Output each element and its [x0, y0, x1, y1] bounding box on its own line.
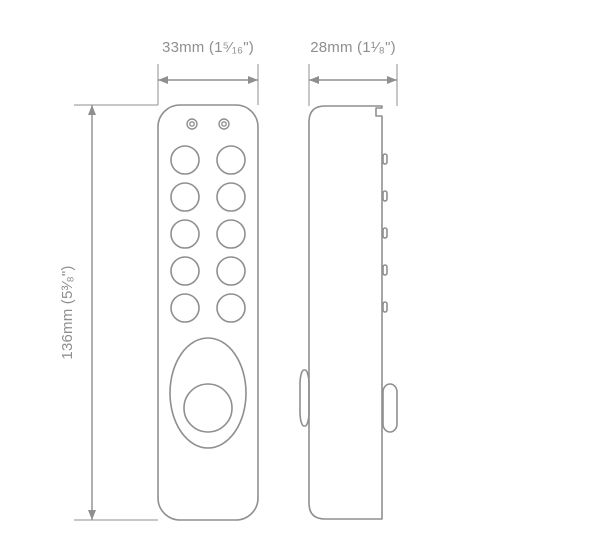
keypad-button-side — [383, 154, 387, 164]
keypad-button-side — [383, 228, 387, 238]
knob-side — [383, 384, 397, 432]
keypad-button — [171, 294, 199, 322]
keypad-button — [217, 294, 245, 322]
screw-icon — [219, 119, 229, 129]
dimension-height-label: 136mm (5³⁄₈") — [59, 265, 76, 359]
keypad-button — [171, 220, 199, 248]
screw-icon — [187, 119, 197, 129]
keypad-button — [217, 257, 245, 285]
front-view — [158, 105, 258, 520]
keypad-button-side — [383, 191, 387, 201]
keypad-button — [171, 183, 199, 211]
keypad-button-side — [383, 302, 387, 312]
knob-back — [300, 370, 309, 426]
keypad-button — [171, 146, 199, 174]
dimension-width-label: 33mm (1⁵⁄₁₆") — [162, 39, 254, 56]
keypad-button — [217, 146, 245, 174]
keypad-button-side — [383, 265, 387, 275]
side-view — [300, 106, 397, 519]
knob — [184, 384, 232, 432]
technical-drawing: 33mm (1⁵⁄₁₆") 28mm (1¹⁄₈") 136mm (5³⁄₈") — [0, 0, 600, 539]
dimension-depth-label: 28mm (1¹⁄₈") — [310, 39, 396, 56]
drawing-svg: 33mm (1⁵⁄₁₆") 28mm (1¹⁄₈") 136mm (5³⁄₈") — [0, 0, 600, 539]
keypad-button — [171, 257, 199, 285]
keypad-button — [217, 220, 245, 248]
keypad-button — [217, 183, 245, 211]
